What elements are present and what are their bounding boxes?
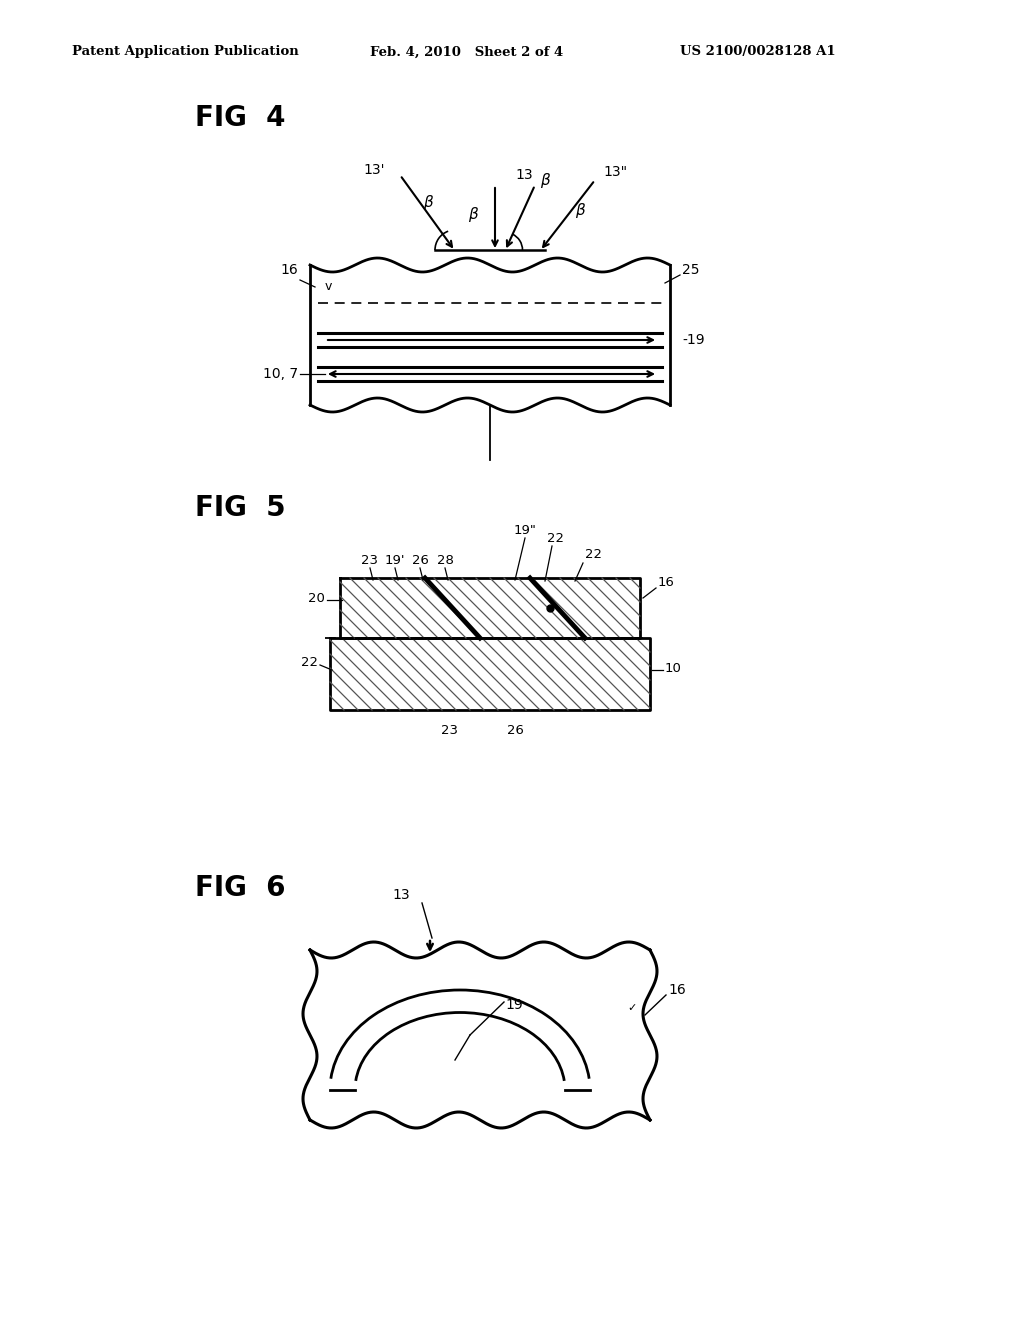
Text: 23: 23 (361, 553, 379, 566)
Text: 25: 25 (682, 263, 699, 277)
Text: 13: 13 (392, 888, 410, 902)
Text: ✓: ✓ (628, 1003, 637, 1012)
Text: 19: 19 (505, 998, 522, 1012)
Text: 13': 13' (364, 162, 385, 177)
Text: 22: 22 (585, 549, 602, 561)
Text: 23: 23 (441, 723, 459, 737)
Text: 20: 20 (308, 591, 325, 605)
Text: β: β (468, 207, 478, 223)
Text: β: β (540, 173, 550, 187)
Text: 10: 10 (665, 661, 682, 675)
Text: 16: 16 (658, 577, 675, 590)
Text: 22: 22 (547, 532, 563, 544)
Text: FIG  4: FIG 4 (195, 104, 286, 132)
Text: Feb. 4, 2010   Sheet 2 of 4: Feb. 4, 2010 Sheet 2 of 4 (370, 45, 563, 58)
Text: 13": 13" (603, 165, 627, 180)
Text: FIG  6: FIG 6 (195, 874, 286, 902)
Text: 26: 26 (412, 553, 428, 566)
Text: 26: 26 (507, 723, 523, 737)
Text: 19': 19' (385, 553, 406, 566)
Text: 16: 16 (668, 983, 686, 997)
Text: 13: 13 (515, 168, 532, 182)
Text: US 2100/0028128 A1: US 2100/0028128 A1 (680, 45, 836, 58)
Text: β: β (575, 202, 585, 218)
Text: 10, 7: 10, 7 (263, 367, 298, 381)
Text: v: v (325, 281, 332, 293)
Text: -19: -19 (682, 333, 705, 347)
Text: 19": 19" (514, 524, 537, 536)
Text: 22: 22 (301, 656, 318, 669)
Text: FIG  5: FIG 5 (195, 494, 286, 521)
Text: 28: 28 (436, 553, 454, 566)
Text: Patent Application Publication: Patent Application Publication (72, 45, 299, 58)
Text: 16: 16 (281, 263, 298, 277)
Text: β: β (423, 195, 433, 210)
